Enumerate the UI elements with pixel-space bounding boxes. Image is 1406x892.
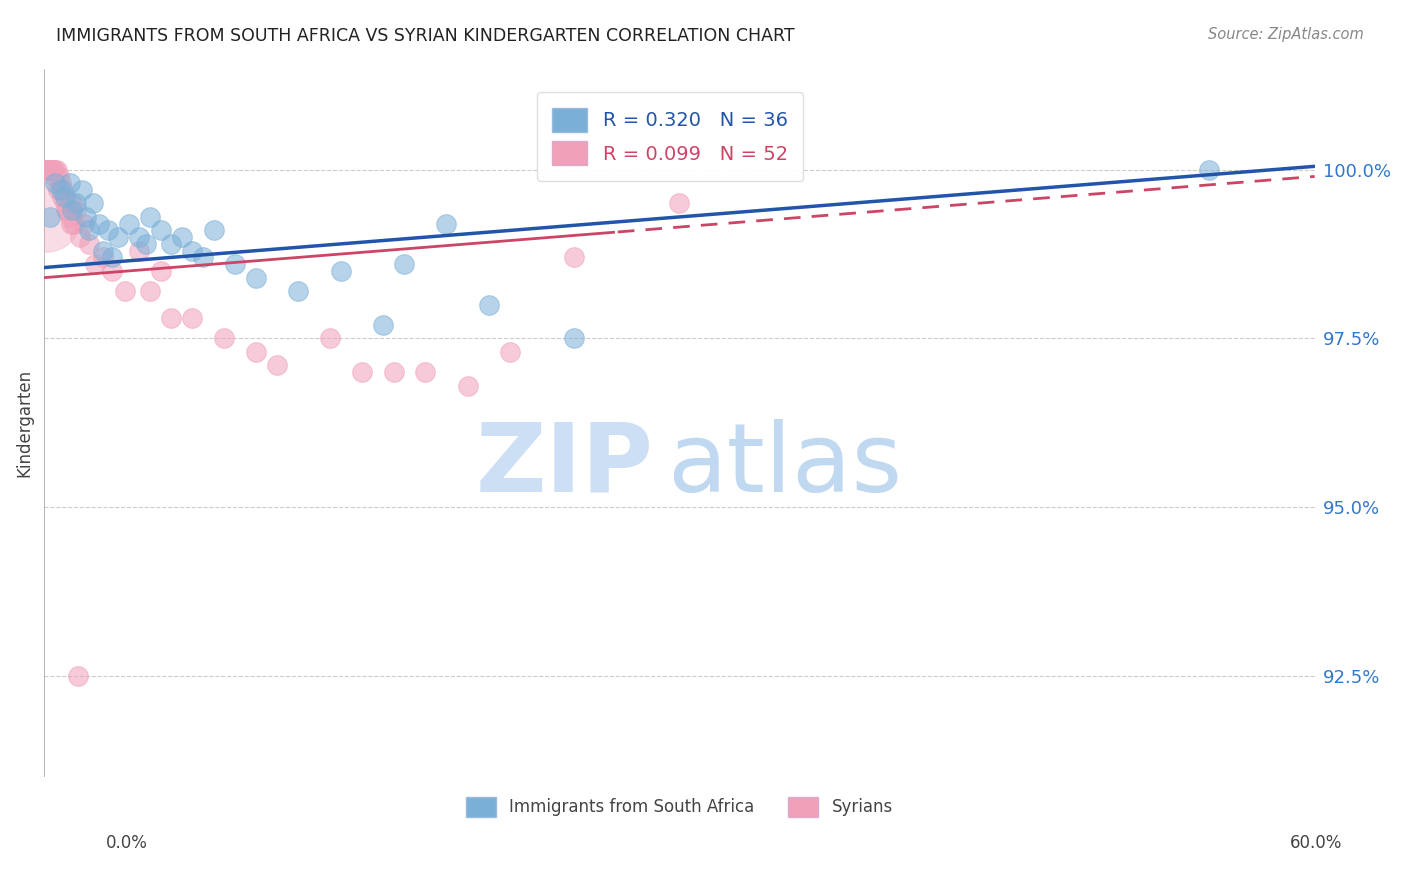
Point [97, 223, 120, 237]
Point [38, 162, 60, 177]
Point [436, 217, 458, 231]
Point [49, 183, 72, 197]
Point [51, 190, 73, 204]
Point [181, 244, 204, 258]
Point [82, 196, 104, 211]
Point [382, 365, 405, 379]
Point [114, 284, 136, 298]
Point [48, 169, 70, 184]
Point [37, 162, 59, 177]
Point [170, 230, 193, 244]
Point [42, 169, 65, 184]
Point [65, 196, 87, 211]
Point [101, 251, 124, 265]
Point [60, 203, 83, 218]
Point [84, 257, 107, 271]
Point [287, 284, 309, 298]
Text: Source: ZipAtlas.com: Source: ZipAtlas.com [1208, 27, 1364, 42]
Point [478, 298, 501, 312]
Point [62, 217, 84, 231]
Point [75, 210, 97, 224]
Point [128, 230, 150, 244]
Point [101, 264, 124, 278]
Point [59, 217, 82, 231]
Point [44, 162, 66, 177]
Point [266, 359, 288, 373]
Point [139, 210, 162, 224]
Point [128, 244, 150, 258]
Point [77, 236, 100, 251]
Point [49, 176, 72, 190]
Point [668, 196, 690, 211]
Point [53, 190, 76, 204]
Point [70, 183, 93, 197]
Point [392, 257, 415, 271]
Point [38, 162, 60, 177]
Point [37, 162, 59, 177]
Point [413, 365, 436, 379]
Point [350, 365, 373, 379]
Point [1198, 162, 1220, 177]
Point [93, 244, 115, 258]
Point [319, 331, 342, 345]
Legend: Immigrants from South Africa, Syrians: Immigrants from South Africa, Syrians [458, 789, 901, 825]
Point [212, 331, 235, 345]
Point [46, 183, 69, 197]
Point [41, 162, 63, 177]
Point [181, 311, 204, 326]
Point [202, 223, 225, 237]
Point [37, 162, 59, 177]
Point [53, 196, 76, 211]
Point [77, 223, 100, 237]
Point [35, 210, 58, 224]
Point [52, 183, 75, 197]
Point [73, 217, 96, 231]
Point [245, 344, 267, 359]
Point [160, 236, 183, 251]
Point [41, 162, 63, 177]
Point [160, 311, 183, 326]
Point [118, 217, 141, 231]
Point [562, 251, 585, 265]
Point [191, 251, 214, 265]
Point [149, 223, 172, 237]
Y-axis label: Kindergarten: Kindergarten [15, 368, 32, 476]
Point [89, 217, 111, 231]
Point [44, 176, 66, 190]
Text: atlas: atlas [666, 418, 901, 512]
Point [457, 378, 479, 392]
Text: 60.0%: 60.0% [1291, 834, 1343, 852]
Point [35, 162, 58, 177]
Point [69, 230, 91, 244]
Point [58, 210, 80, 224]
Point [65, 203, 87, 218]
Point [135, 236, 157, 251]
Point [329, 264, 352, 278]
Point [58, 176, 80, 190]
Point [107, 230, 129, 244]
Text: 0.0%: 0.0% [105, 834, 148, 852]
Point [39, 210, 62, 224]
Point [35, 162, 58, 177]
Point [224, 257, 246, 271]
Point [499, 344, 522, 359]
Point [34, 162, 56, 177]
Point [245, 270, 267, 285]
Point [56, 203, 79, 218]
Text: IMMIGRANTS FROM SOUTH AFRICA VS SYRIAN KINDERGARTEN CORRELATION CHART: IMMIGRANTS FROM SOUTH AFRICA VS SYRIAN K… [56, 27, 794, 45]
Point [93, 251, 115, 265]
Point [66, 668, 89, 682]
Point [139, 284, 162, 298]
Point [562, 331, 585, 345]
Point [45, 162, 67, 177]
Point [149, 264, 172, 278]
Text: ZIP: ZIP [477, 418, 654, 512]
Point [371, 318, 394, 332]
Point [39, 162, 62, 177]
Point [35, 162, 58, 177]
Point [55, 203, 77, 218]
Point [60, 196, 83, 211]
